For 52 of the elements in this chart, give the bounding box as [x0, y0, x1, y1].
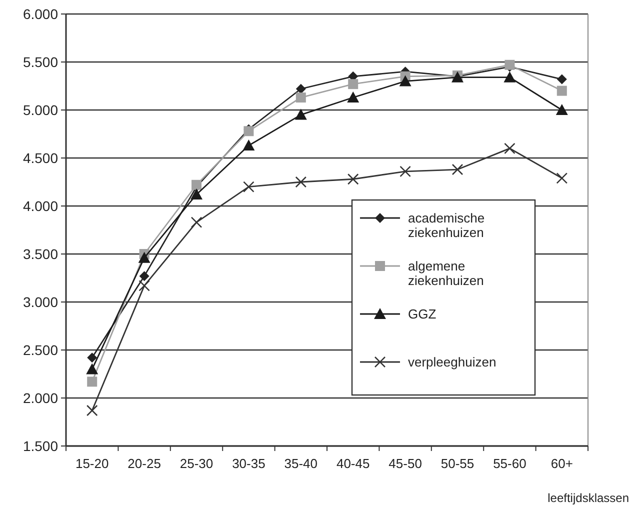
point: [296, 92, 306, 103]
point: [556, 172, 568, 184]
x-tick-label: 25-30: [180, 456, 214, 471]
x-tick-label: 45-50: [388, 456, 422, 471]
point: [87, 376, 98, 387]
point: [504, 142, 516, 154]
point: [86, 363, 98, 374]
point: [452, 164, 464, 176]
point: [243, 181, 254, 192]
x-tick-label: 35-40: [284, 456, 318, 471]
y-tick-label: 6.000: [22, 6, 58, 22]
point: [399, 75, 412, 86]
point: [556, 74, 567, 84]
point: [86, 404, 98, 416]
y-tick-label: 3.000: [22, 294, 58, 310]
point: [190, 216, 202, 228]
point: [139, 271, 150, 282]
x-tick-label: 55-60: [493, 456, 526, 471]
x-axis-title: leeftijdsklassen: [548, 491, 629, 505]
x-tick-label: 40-45: [336, 456, 370, 471]
legend-label: verpleeghuizen: [408, 354, 496, 370]
y-tick-label: 5.500: [22, 54, 58, 70]
x-tick-label: 60+: [550, 456, 573, 471]
point: [347, 92, 360, 103]
legend-label: GGZ: [408, 306, 436, 322]
point: [504, 71, 516, 82]
x-tick-label: 30-35: [232, 456, 266, 471]
point: [296, 84, 306, 94]
point: [295, 176, 307, 188]
point: [400, 166, 411, 178]
y-tick-label: 2.500: [22, 342, 58, 358]
point: [556, 86, 567, 96]
y-tick-label: 3.500: [22, 246, 58, 262]
point: [87, 352, 98, 363]
x-tick-label: 50-55: [440, 456, 474, 471]
legend-label: algemene ziekenhuizen: [408, 258, 484, 288]
y-tick-label: 4.000: [22, 198, 58, 214]
y-tick-label: 2.000: [22, 390, 58, 406]
x-tick-label: 15-20: [75, 456, 109, 471]
point: [556, 104, 568, 115]
point: [138, 252, 150, 263]
y-tick-label: 1.500: [22, 438, 58, 454]
y-tick-label: 5.000: [22, 102, 58, 118]
point: [138, 280, 150, 292]
point: [242, 140, 255, 151]
legend-label: academische ziekenhuizen: [408, 210, 485, 240]
y-tick-label: 4.500: [22, 150, 58, 166]
point: [347, 173, 359, 185]
x-tick-label: 20-25: [128, 456, 161, 471]
point: [294, 108, 307, 120]
point: [348, 79, 358, 90]
point: [190, 188, 202, 200]
